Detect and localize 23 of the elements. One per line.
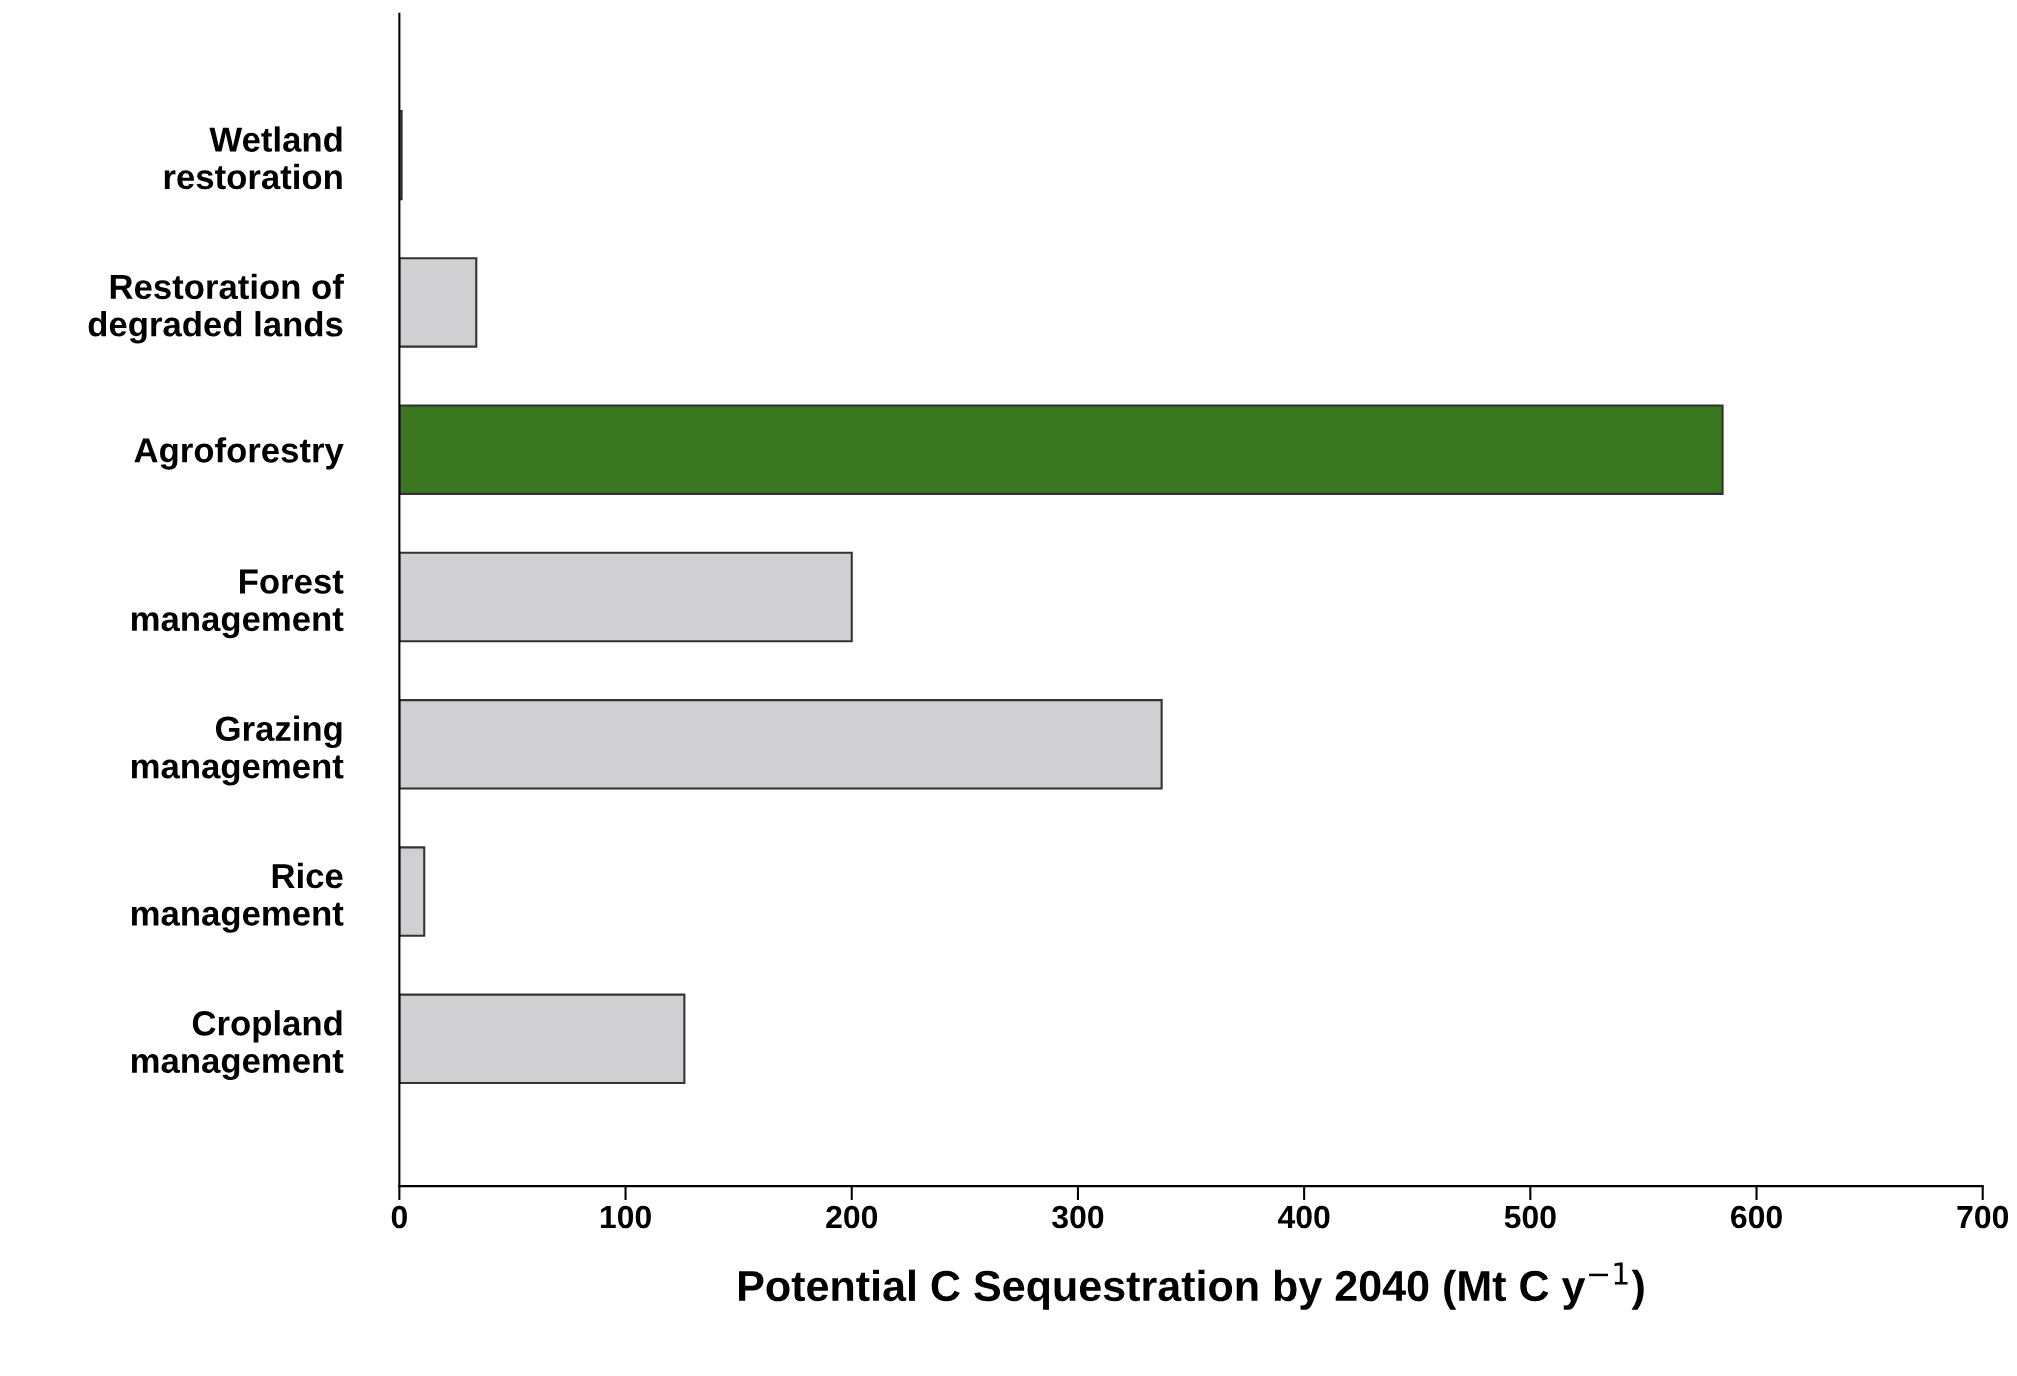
y-tick-label: Grazing management	[131, 715, 344, 786]
bar	[399, 699, 1163, 790]
y-tick-label: Restoration of degraded lands	[88, 273, 344, 344]
bar	[399, 993, 686, 1085]
x-tick-label: 300	[1052, 1205, 1104, 1229]
y-tick-label: Agroforestry	[134, 437, 344, 470]
x-tick-label: 100	[600, 1205, 651, 1229]
x-tick-label: 700	[1957, 1205, 2009, 1229]
y-tick-label: Forest management	[131, 569, 344, 639]
y-tick-label: Rice management	[131, 862, 344, 933]
x-tick-label: 600	[1731, 1205, 1782, 1229]
x-tick-label: 500	[1504, 1205, 1556, 1229]
y-tick-label: Wetland restoration	[164, 126, 342, 190]
bar	[399, 551, 853, 643]
x-axis-title: Potential C Sequestration by 2040 (Mt C y$^{−1}$)	[739, 1262, 1644, 1310]
x-tick-label: 200	[826, 1205, 878, 1229]
y-tick-label: Cropland management	[131, 1010, 344, 1081]
bar	[399, 846, 426, 937]
bar	[399, 257, 478, 348]
bar	[399, 404, 1724, 495]
x-tick-label: 0	[391, 1205, 407, 1229]
x-tick-label: 400	[1277, 1205, 1330, 1229]
bar	[399, 109, 403, 201]
